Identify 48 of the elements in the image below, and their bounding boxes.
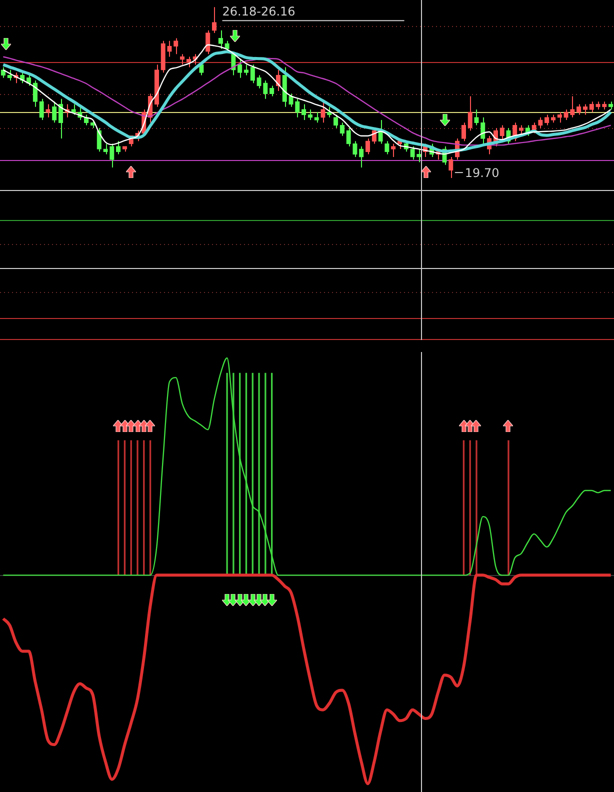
candlestick: [301, 104, 306, 121]
candlestick: [206, 30, 210, 55]
candlestick: [474, 108, 479, 126]
candlestick: [212, 6, 217, 34]
candlestick: [570, 96, 575, 118]
candlestick: [582, 104, 588, 116]
candlestick: [46, 104, 50, 118]
candlestick: [39, 98, 44, 121]
candlestick: [500, 124, 504, 142]
candlestick: [589, 101, 594, 113]
candlestick: [103, 143, 108, 155]
candlestick: [256, 74, 262, 89]
candlestick: [0, 66, 6, 78]
candlestick: [384, 140, 390, 155]
candlestick: [238, 58, 242, 78]
candlestick: [116, 140, 121, 155]
candlestick: [359, 146, 364, 168]
candlestick: [110, 143, 114, 168]
candlestick: [564, 108, 568, 121]
candlestick: [71, 104, 76, 116]
candlestick: [174, 38, 178, 55]
candlestick: [346, 127, 351, 147]
candlestick: [416, 148, 422, 163]
annotation: 19.70: [464, 166, 500, 180]
candlestick: [448, 156, 454, 179]
candlestick: [167, 40, 172, 58]
candlestick: [468, 96, 472, 132]
annotation: 26.18-26.16: [222, 4, 296, 18]
candlestick: [244, 64, 249, 76]
candlestick: [352, 140, 358, 158]
candlestick: [538, 116, 543, 128]
candlestick: [314, 112, 319, 124]
candlestick: [544, 114, 550, 126]
candlestick: [320, 101, 326, 124]
candlestick: [576, 104, 582, 116]
candlestick: [52, 101, 57, 124]
candlestick: [410, 146, 415, 160]
candlestick: [250, 64, 255, 84]
candlestick: [365, 138, 370, 155]
candlestick: [340, 122, 345, 136]
candlestick: [288, 93, 294, 108]
candlestick: [269, 85, 274, 97]
candlestick: [295, 98, 300, 118]
candlestick: [461, 122, 466, 142]
candlestick: [333, 114, 338, 128]
candlestick: [263, 80, 268, 100]
candlestick: [218, 30, 223, 50]
candlestick: [391, 143, 396, 158]
